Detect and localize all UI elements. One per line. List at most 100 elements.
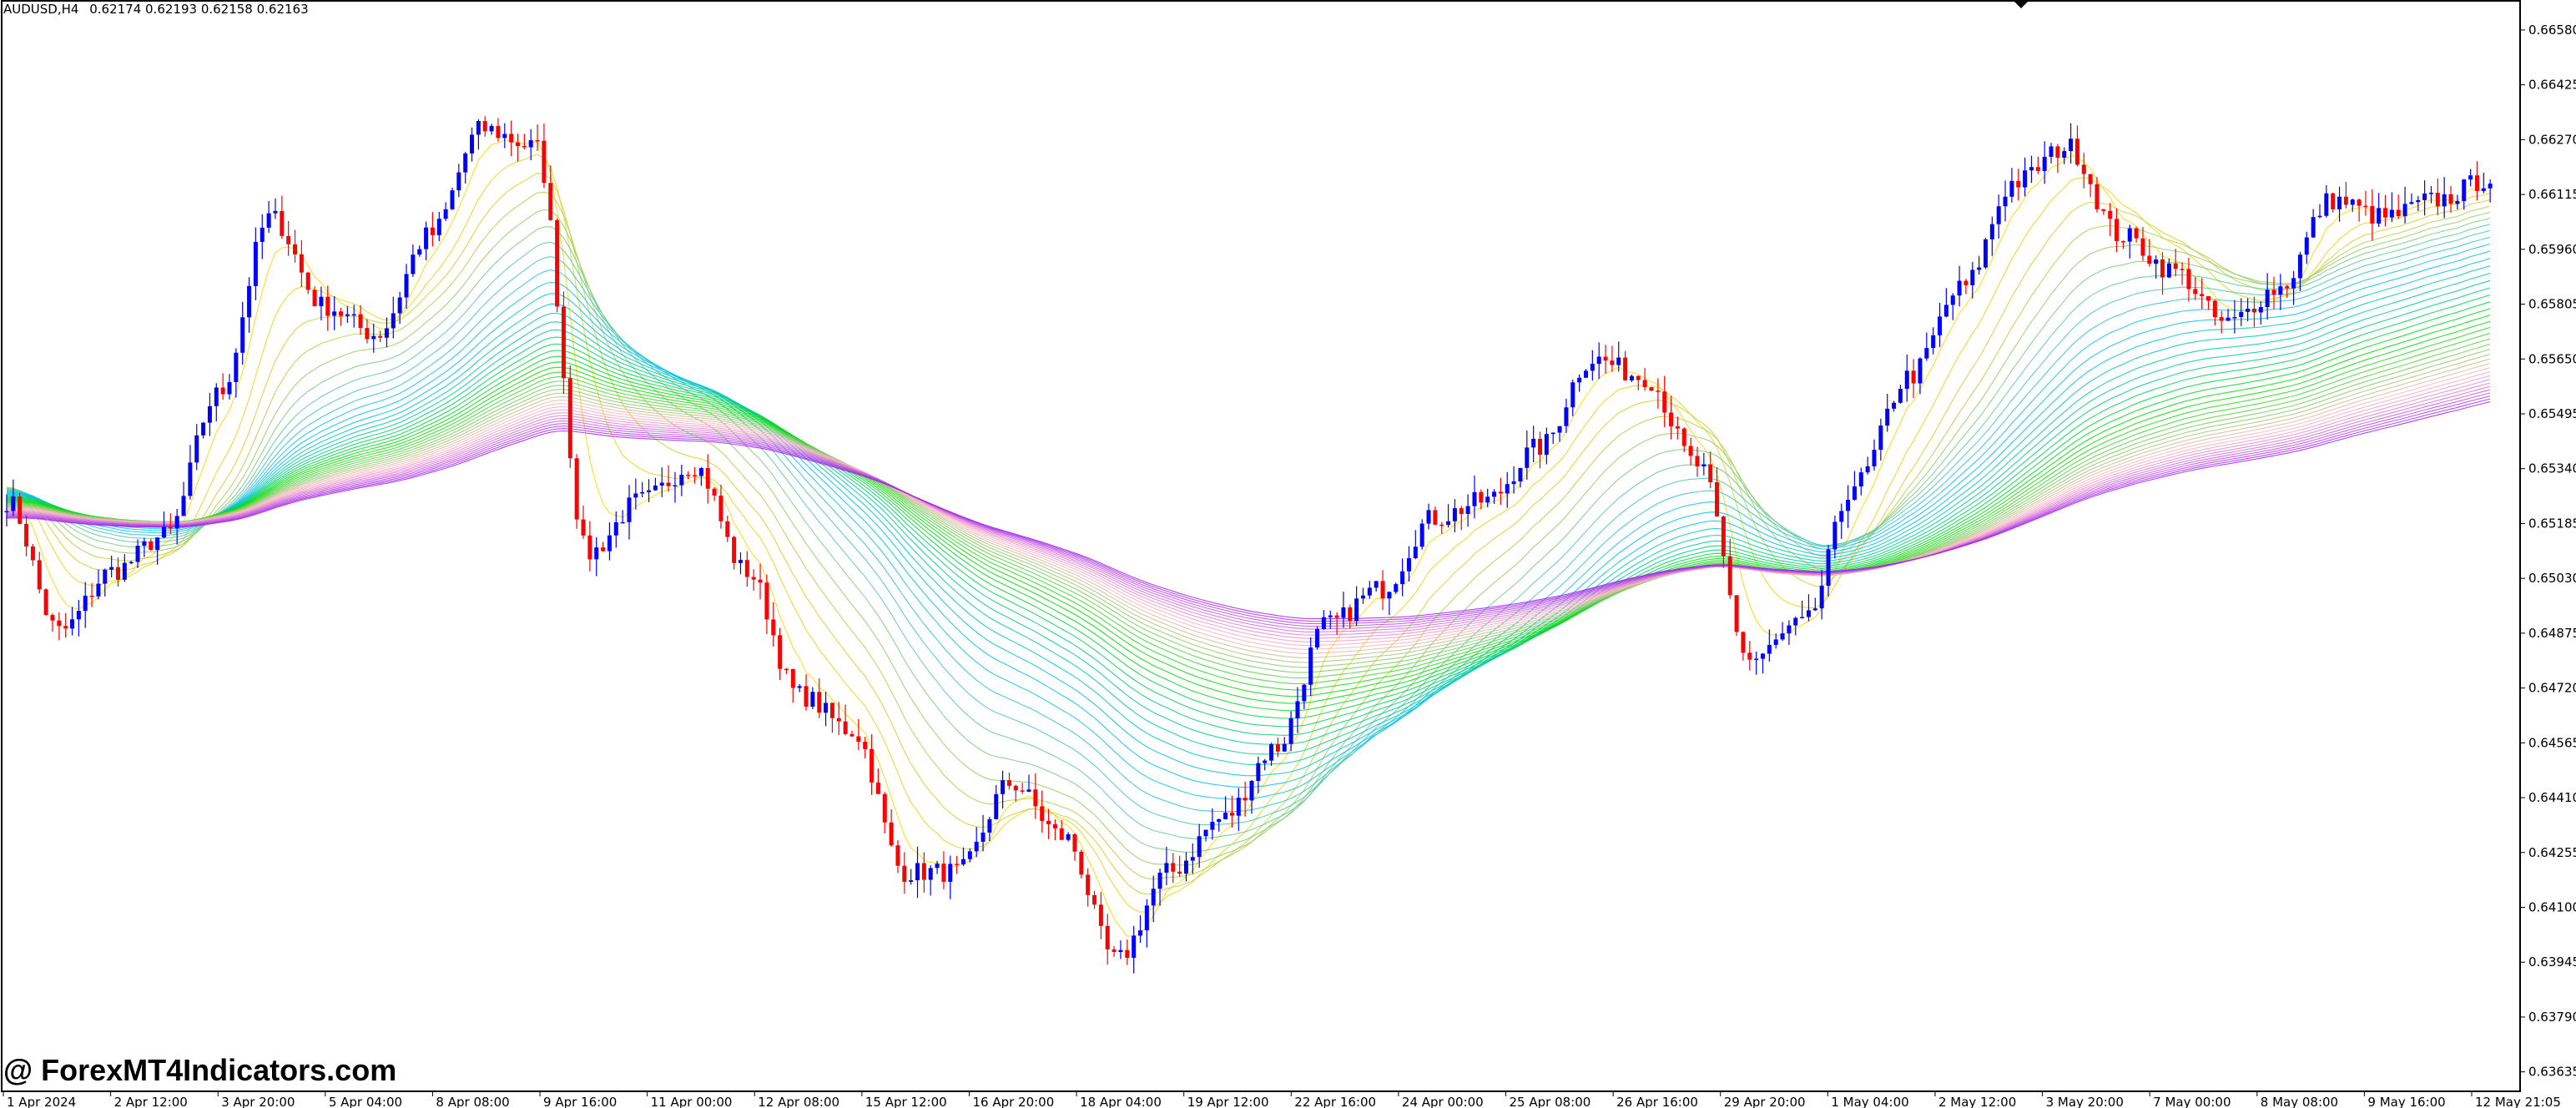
candle-body bbox=[863, 741, 868, 749]
candle-body bbox=[1498, 491, 1503, 494]
candle-body bbox=[194, 435, 199, 463]
ma-ribbon-line bbox=[6, 338, 2491, 679]
ma-ribbon-line bbox=[6, 236, 2491, 813]
candle-body bbox=[1839, 511, 1844, 522]
candle-body bbox=[371, 335, 376, 340]
candle-body bbox=[994, 793, 999, 819]
price-tick-label: 0.66115 bbox=[2528, 187, 2576, 202]
candle-body bbox=[909, 880, 914, 882]
price-tick-label: 0.63790 bbox=[2528, 1010, 2576, 1025]
ma-ribbon-line bbox=[7, 280, 2491, 745]
candle-body bbox=[1715, 482, 1720, 517]
candle-body bbox=[1033, 789, 1038, 807]
candle-body bbox=[718, 495, 723, 521]
candle-body bbox=[2074, 138, 2079, 165]
candle-body bbox=[1387, 592, 1392, 599]
candle-body bbox=[594, 547, 599, 560]
time-tick-label: 29 Apr 20:00 bbox=[1724, 1095, 1806, 1108]
candle-body bbox=[633, 493, 638, 498]
candle-body bbox=[1911, 370, 1916, 384]
ma-ribbon-line bbox=[6, 389, 2491, 630]
chart-header: AUDUSD,H4 0.62174 0.62193 0.62158 0.6216… bbox=[3, 2, 315, 17]
ma-ribbon-line bbox=[6, 392, 2491, 627]
time-tick-label: 26 Apr 16:00 bbox=[1616, 1095, 1698, 1108]
candle-body bbox=[260, 227, 265, 242]
candle-body bbox=[430, 227, 435, 235]
candle-body bbox=[1006, 780, 1011, 786]
ma-ribbon-line bbox=[6, 326, 2491, 691]
time-tick-label: 3 May 20:00 bbox=[2046, 1095, 2124, 1108]
candle-body bbox=[2232, 316, 2237, 319]
candle-body bbox=[1892, 402, 1897, 409]
candle-body bbox=[1236, 798, 1241, 816]
candle-body bbox=[960, 859, 965, 864]
candle-body bbox=[1132, 935, 1137, 959]
price-tick-label: 0.64720 bbox=[2528, 681, 2576, 696]
candle-body bbox=[129, 562, 134, 564]
candle-body bbox=[2154, 259, 2159, 264]
candle-body bbox=[502, 133, 507, 138]
ma-ribbon-line bbox=[6, 217, 2491, 854]
candle-body bbox=[2474, 175, 2479, 191]
ma-ribbon-line bbox=[6, 385, 2491, 632]
candle-body bbox=[109, 567, 114, 570]
candle-body bbox=[2173, 263, 2178, 269]
candle-body bbox=[2389, 209, 2394, 218]
candle-body bbox=[1229, 813, 1234, 816]
candle-body bbox=[1938, 316, 1943, 335]
candle-body bbox=[424, 227, 429, 249]
ma-ribbon-line bbox=[7, 287, 2491, 736]
candle-body bbox=[1079, 851, 1084, 875]
candle-body bbox=[640, 491, 645, 494]
candle-body bbox=[581, 519, 586, 536]
chart-shift-marker-icon[interactable] bbox=[2014, 2, 2028, 8]
candle-body bbox=[2337, 196, 2342, 209]
price-tick-label: 0.64875 bbox=[2528, 626, 2576, 641]
candle-body bbox=[1577, 377, 1582, 383]
candle-body bbox=[1957, 280, 1962, 296]
candle-body bbox=[895, 845, 900, 866]
candle-body bbox=[1223, 813, 1228, 819]
candle-body bbox=[693, 475, 698, 476]
candle-body bbox=[122, 562, 127, 580]
candle-body bbox=[482, 121, 487, 132]
candle-body bbox=[2219, 317, 2224, 321]
price-tick-label: 0.66270 bbox=[2528, 132, 2576, 147]
candle-body bbox=[404, 274, 409, 298]
candle-body bbox=[2246, 308, 2251, 312]
candle-body bbox=[2383, 208, 2388, 218]
candle-body bbox=[764, 582, 769, 620]
candle-body bbox=[1013, 785, 1018, 791]
candle-body bbox=[11, 496, 16, 511]
candle-body bbox=[417, 249, 422, 255]
candle-body bbox=[2023, 170, 2028, 188]
candle-body bbox=[1439, 524, 1444, 526]
candle-body bbox=[1040, 806, 1045, 821]
candle-body bbox=[161, 526, 166, 538]
candle-body bbox=[1249, 781, 1254, 801]
candle-body bbox=[1734, 595, 1739, 632]
candle-body bbox=[1721, 516, 1726, 557]
candle-body bbox=[266, 213, 271, 228]
candle-body bbox=[921, 863, 926, 880]
candle-body bbox=[1964, 280, 1969, 285]
candle-body bbox=[1826, 549, 1831, 587]
time-tick-label: 9 May 16:00 bbox=[2367, 1095, 2445, 1108]
candle-body bbox=[2166, 263, 2171, 278]
candle-body bbox=[1275, 743, 1280, 752]
candle-body bbox=[1989, 224, 1994, 239]
candle-body bbox=[1550, 432, 1555, 435]
candle-body bbox=[2271, 290, 2276, 295]
candle-body bbox=[1066, 834, 1071, 840]
candle-body bbox=[935, 864, 940, 869]
candle-body bbox=[967, 851, 972, 859]
candle-body bbox=[2304, 237, 2309, 255]
candle-body bbox=[1433, 510, 1438, 525]
candle-body bbox=[2251, 308, 2256, 313]
candle-body bbox=[2402, 204, 2407, 217]
candle-body bbox=[1538, 438, 1543, 456]
candle-body bbox=[1780, 633, 1785, 640]
candle-body bbox=[829, 703, 834, 718]
candle-body bbox=[1190, 857, 1195, 861]
